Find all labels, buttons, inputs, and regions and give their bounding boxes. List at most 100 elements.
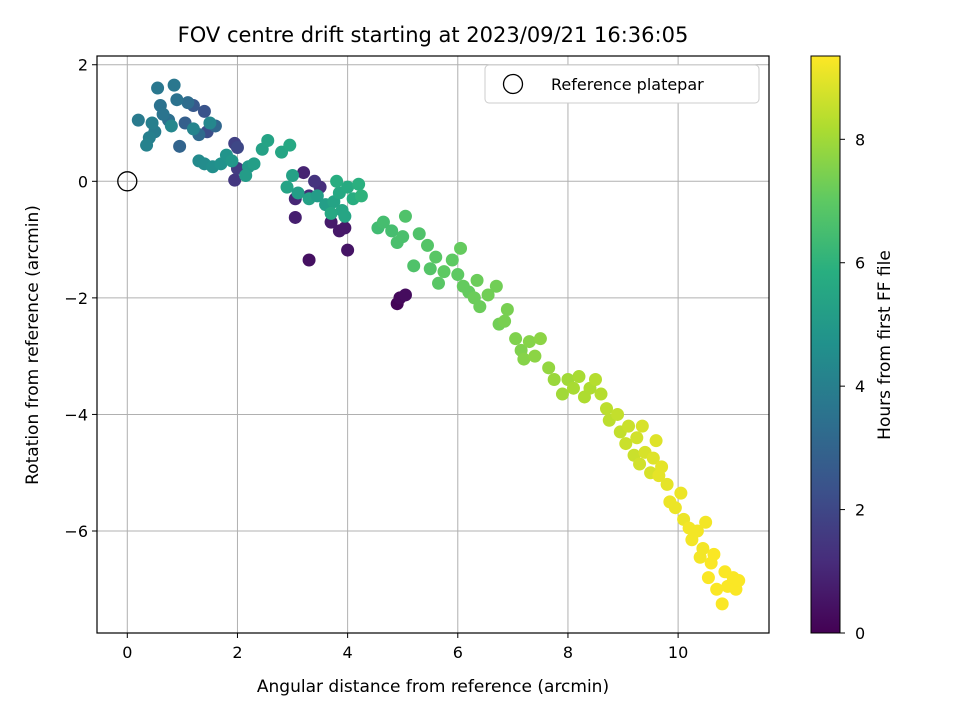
y-tick-label: −4 <box>64 405 88 424</box>
data-point <box>291 186 305 200</box>
data-point <box>646 451 660 465</box>
data-point <box>310 189 324 203</box>
colorbar-tick-label: 4 <box>855 377 865 396</box>
data-point <box>280 180 294 194</box>
colorbar-tick-label: 6 <box>855 254 865 273</box>
data-point <box>732 574 746 588</box>
reference-platepar-marker <box>117 171 138 192</box>
y-axis-label: Rotation from reference (arcmin) <box>23 205 43 485</box>
x-axis-ticks: 0 2 4 6 8 10 <box>122 633 688 662</box>
data-point <box>352 177 366 191</box>
chart-title: FOV centre drift starting at 2023/09/21 … <box>178 23 689 47</box>
data-point <box>420 238 434 252</box>
data-point <box>398 209 412 223</box>
data-point <box>228 173 242 187</box>
data-point <box>522 335 536 349</box>
data-point <box>341 243 355 257</box>
data-point <box>140 138 154 152</box>
data-point <box>566 381 580 395</box>
data-point <box>451 268 465 282</box>
data-point <box>470 273 484 287</box>
data-point <box>473 300 487 314</box>
y-tick-label: −6 <box>64 522 88 541</box>
data-point <box>710 582 724 596</box>
x-tick-label: 2 <box>232 643 242 662</box>
data-point <box>622 419 636 433</box>
legend-label: Reference platepar <box>551 75 704 94</box>
data-point <box>660 477 674 491</box>
data-point <box>619 437 633 451</box>
data-point <box>288 210 302 224</box>
data-point <box>156 107 170 121</box>
data-point <box>247 157 261 171</box>
data-points <box>117 78 746 611</box>
data-point <box>354 189 368 203</box>
data-point <box>173 139 187 153</box>
data-point <box>600 402 614 416</box>
data-point <box>454 241 468 255</box>
colorbar-ticks: 0 2 4 6 8 <box>840 130 865 643</box>
data-point <box>412 227 426 241</box>
data-point <box>633 457 647 471</box>
data-point <box>500 303 514 317</box>
colorbar-tick-label: 2 <box>855 501 865 520</box>
x-tick-label: 4 <box>343 643 353 662</box>
data-point <box>555 387 569 401</box>
data-point <box>338 209 352 223</box>
data-point <box>542 361 556 375</box>
data-point <box>186 122 200 136</box>
x-tick-label: 10 <box>668 643 688 662</box>
data-point <box>690 524 704 538</box>
y-tick-label: 0 <box>78 172 88 191</box>
data-point <box>715 597 729 611</box>
data-point <box>696 541 710 555</box>
data-point <box>533 332 547 346</box>
data-point <box>203 116 217 130</box>
data-point <box>330 174 344 188</box>
data-point <box>699 515 713 529</box>
data-point <box>674 486 688 500</box>
legend-marker <box>502 73 524 95</box>
data-point <box>635 419 649 433</box>
grid <box>97 56 769 633</box>
x-tick-label: 6 <box>453 643 463 662</box>
data-point <box>239 168 253 182</box>
plot-frame <box>96 55 770 634</box>
data-point <box>376 215 390 229</box>
x-tick-label: 8 <box>563 643 573 662</box>
colorbar-tick-label: 8 <box>855 130 865 149</box>
data-point <box>170 93 184 107</box>
colorbar-tick-label: 0 <box>855 624 865 643</box>
colorbar <box>810 55 841 634</box>
data-point <box>230 141 244 155</box>
data-point <box>588 372 602 386</box>
colorbar-label: Hours from first FF file <box>875 250 895 440</box>
data-point <box>498 314 512 328</box>
data-point <box>261 134 275 148</box>
data-point <box>151 81 165 95</box>
data-point <box>297 166 311 180</box>
data-point <box>489 279 503 293</box>
data-point <box>649 434 663 448</box>
data-point <box>517 352 531 366</box>
data-point <box>396 230 410 244</box>
data-point <box>528 349 542 363</box>
data-point <box>707 547 721 561</box>
data-point <box>145 116 159 130</box>
data-point <box>164 119 178 133</box>
data-point <box>398 288 412 302</box>
data-point <box>701 571 715 585</box>
data-point <box>407 259 421 273</box>
data-point <box>385 224 399 238</box>
data-point <box>611 407 625 421</box>
data-point <box>283 138 297 152</box>
data-point <box>338 221 352 235</box>
data-point <box>481 288 495 302</box>
data-point <box>197 104 211 118</box>
y-axis-ticks: 2 0 −2 −4 −6 <box>64 56 97 541</box>
data-point <box>423 262 437 276</box>
data-point <box>429 250 443 264</box>
data-point <box>181 96 195 110</box>
data-point <box>547 372 561 386</box>
